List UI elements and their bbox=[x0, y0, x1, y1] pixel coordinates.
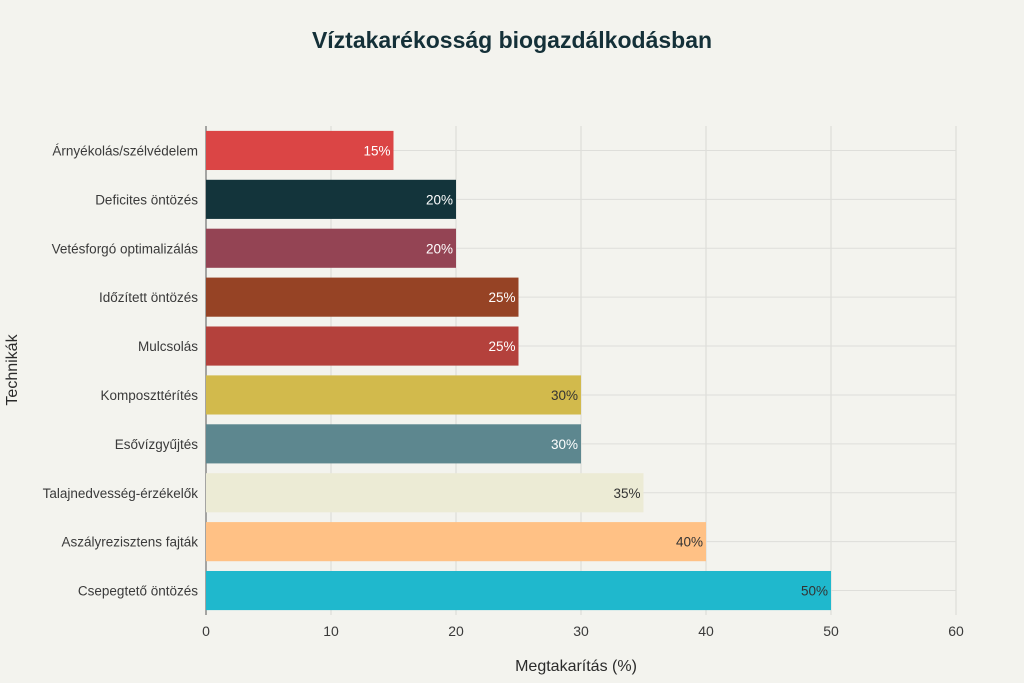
x-tick-label: 40 bbox=[698, 623, 714, 639]
data-label: 40% bbox=[676, 535, 703, 550]
category-label: Esővízgyűjtés bbox=[115, 437, 199, 452]
data-label: 20% bbox=[426, 241, 453, 256]
data-label: 30% bbox=[551, 388, 578, 403]
x-tick-label: 60 bbox=[948, 623, 964, 639]
x-axis-title: Megtakarítás (%) bbox=[515, 658, 637, 675]
category-label: Vetésforgó optimalizálás bbox=[52, 241, 199, 256]
data-label: 50% bbox=[801, 584, 828, 599]
bar bbox=[206, 424, 581, 464]
bar bbox=[206, 473, 644, 513]
bar bbox=[206, 375, 581, 415]
data-label: 35% bbox=[613, 486, 640, 501]
bar bbox=[206, 228, 456, 268]
data-label: 20% bbox=[426, 192, 453, 207]
category-label: Komposzttérítés bbox=[100, 388, 198, 403]
bar bbox=[206, 179, 456, 219]
category-label: Mulcsolás bbox=[138, 339, 198, 354]
data-label: 25% bbox=[488, 290, 515, 305]
category-label: Deficites öntözés bbox=[95, 192, 198, 207]
category-label: Időzített öntözés bbox=[99, 290, 198, 305]
chart-title: Víztakarékosság biogazdálkodásban bbox=[311, 27, 713, 53]
category-label: Talajnedvesség-érzékelők bbox=[43, 486, 199, 501]
bar bbox=[206, 522, 706, 562]
x-tick-label: 0 bbox=[202, 623, 210, 639]
bar bbox=[206, 326, 519, 366]
x-tick-label: 10 bbox=[323, 623, 339, 639]
category-label: Árnyékolás/szélvédelem bbox=[52, 143, 198, 158]
y-axis-title: Technikák bbox=[4, 333, 21, 405]
data-label: 30% bbox=[551, 437, 578, 452]
bar bbox=[206, 277, 519, 317]
data-label: 25% bbox=[488, 339, 515, 354]
x-tick-label: 30 bbox=[573, 623, 589, 639]
bar bbox=[206, 570, 831, 611]
category-label: Csepegtető öntözés bbox=[78, 584, 198, 599]
bar bbox=[206, 130, 394, 171]
x-tick-label: 50 bbox=[823, 623, 839, 639]
data-label: 15% bbox=[363, 143, 390, 158]
category-label: Aszályrezisztens fajták bbox=[61, 535, 198, 550]
x-tick-label: 20 bbox=[448, 623, 464, 639]
